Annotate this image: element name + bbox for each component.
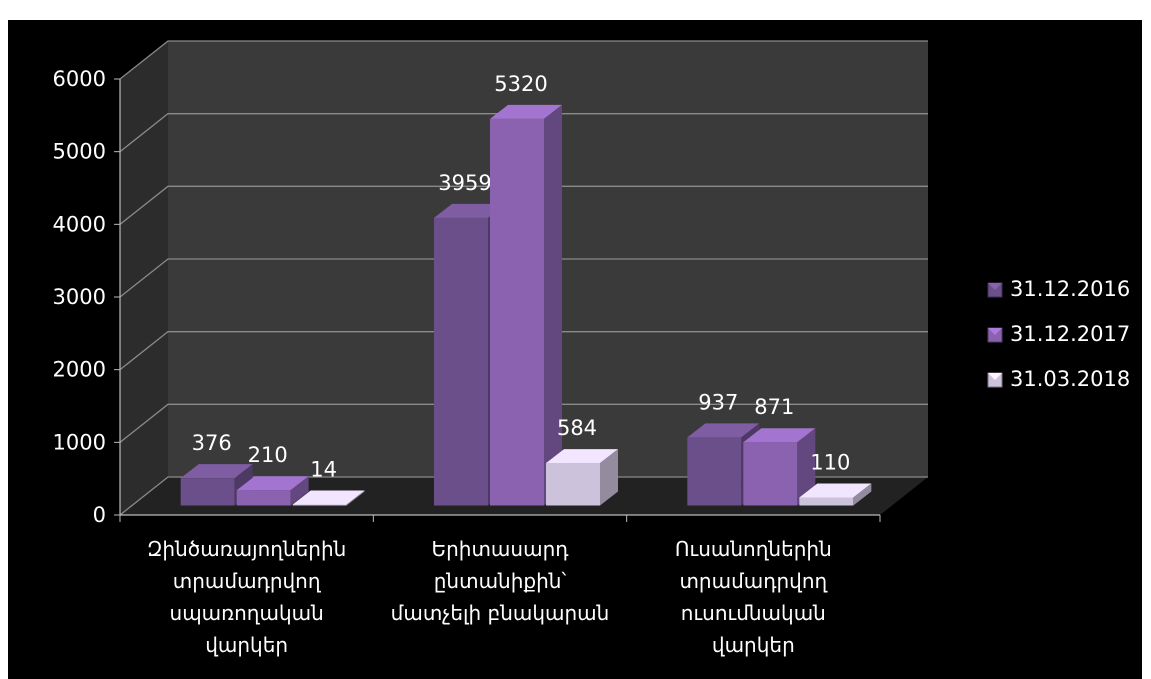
y-tick-label: 0 (93, 503, 106, 527)
data-label: 210 (248, 443, 288, 467)
bar-front (236, 490, 291, 506)
x-category-label: ընտանիքին՝ (434, 569, 567, 593)
data-label: 871 (754, 395, 794, 419)
data-label: 584 (557, 416, 597, 440)
x-category-label: Երիտասարդ (431, 537, 569, 561)
bar-side (797, 428, 816, 506)
bar-front (743, 442, 798, 506)
bar (799, 483, 872, 506)
bar-side (290, 476, 309, 506)
legend-label: 31.03.2018 (1010, 367, 1130, 391)
data-label: 5320 (494, 72, 547, 96)
bar-top (687, 423, 760, 438)
y-tick-label: 3000 (53, 285, 106, 309)
y-tick-label: 1000 (53, 430, 106, 454)
bar (490, 104, 562, 506)
x-category-label: վարկեր (712, 633, 795, 657)
bar (546, 449, 618, 506)
bar-front (490, 118, 544, 506)
gridline (119, 476, 928, 516)
bar-top (743, 428, 816, 443)
bar-front (292, 504, 347, 506)
bar-front (799, 497, 854, 506)
data-label: 110 (810, 451, 850, 475)
bar-top (799, 483, 872, 498)
x-category-label: տրամադրվող (173, 569, 322, 593)
legend-item: 31.03.2018 (987, 367, 1130, 391)
x-category-label: մատչելի բնակարան (391, 601, 610, 625)
gridline (119, 403, 928, 443)
data-label: 376 (192, 431, 232, 455)
legend-label: 31.12.2017 (1010, 322, 1130, 346)
y-tick-label: 2000 (53, 358, 106, 382)
gridline (119, 331, 928, 371)
legend-swatch-shine (988, 373, 1002, 380)
legend-label: 31.12.2016 (1010, 277, 1130, 301)
data-label: 14 (310, 457, 337, 481)
x-category-label: Զինծառայողներին (147, 537, 346, 561)
legend-swatch-shine (988, 328, 1002, 335)
bar-top (236, 476, 309, 491)
bar-top (292, 490, 365, 505)
bar-top (546, 449, 618, 464)
bar (236, 476, 309, 506)
legend-swatch-shine (988, 283, 1002, 290)
bar-top (490, 104, 562, 119)
bar-front (180, 478, 235, 506)
bar-front (687, 437, 742, 506)
bar-top (180, 464, 253, 479)
bar-front (546, 463, 600, 506)
y-tick-label: 4000 (53, 212, 106, 236)
bar (743, 428, 816, 506)
data-label: 937 (698, 390, 738, 414)
bar (292, 490, 365, 506)
bar-top (434, 203, 506, 218)
gridline (119, 185, 928, 225)
gridline (119, 113, 928, 153)
gridline (119, 258, 928, 298)
bar-side (544, 104, 562, 506)
y-tick-label: 5000 (53, 140, 106, 164)
y-tick-label: 6000 (53, 67, 106, 91)
x-category-label: Ուսանողներին (675, 537, 832, 561)
legend-item: 31.12.2016 (987, 277, 1130, 301)
bar-side (853, 483, 872, 506)
x-category-label: սպառողական (170, 601, 324, 625)
legend-item: 31.12.2017 (987, 322, 1130, 346)
x-category-label: վարկեր (205, 633, 288, 657)
gridline (119, 40, 928, 80)
bar-front (434, 217, 488, 506)
x-category-label: ուսումնական (681, 601, 826, 625)
bar-side (346, 490, 365, 506)
data-label: 3959 (438, 171, 491, 195)
x-category-label: տրամադրվող (679, 569, 828, 593)
bar-side (600, 449, 618, 506)
